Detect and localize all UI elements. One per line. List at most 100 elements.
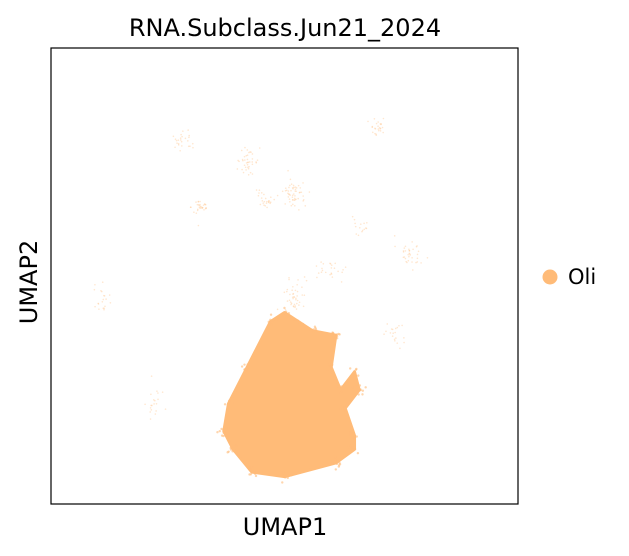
scatter-point	[302, 198, 305, 201]
scatter-point	[242, 171, 245, 174]
scatter-point	[298, 320, 301, 323]
scatter-point	[264, 205, 267, 207]
scatter-point	[236, 168, 239, 170]
scatter-point	[224, 432, 227, 435]
scatter-point	[330, 365, 333, 368]
scatter-point	[294, 198, 296, 201]
scatter-point	[338, 333, 341, 336]
scatter-point	[347, 445, 351, 449]
scatter-point	[415, 245, 418, 248]
scatter-point	[287, 169, 289, 172]
scatter-point	[103, 308, 105, 311]
scatter-point	[247, 166, 249, 169]
scatter-point	[291, 289, 293, 292]
scatter-point	[255, 161, 257, 163]
scatter-point	[365, 227, 368, 230]
scatter-point	[289, 293, 291, 296]
scatter-point	[335, 333, 339, 336]
scatter-point	[256, 159, 259, 161]
scatter-point	[205, 207, 207, 209]
scatter-point	[258, 192, 260, 194]
scatter-point	[320, 261, 322, 263]
scatter-point	[276, 308, 279, 311]
scatter-point	[394, 331, 396, 334]
scatter-point	[295, 308, 298, 310]
scatter-point	[293, 296, 295, 298]
scatter-point	[263, 200, 266, 203]
scatter-point	[189, 145, 191, 148]
scatter-point	[292, 292, 295, 295]
scatter-point	[382, 131, 384, 134]
scatter-point	[292, 199, 294, 201]
scatter-point	[98, 308, 100, 310]
scatter-point	[253, 472, 257, 476]
scatter-point	[251, 153, 254, 155]
scatter-point	[177, 144, 180, 146]
scatter-point	[297, 197, 300, 200]
scatter-point	[181, 145, 183, 147]
scatter-point	[330, 273, 333, 275]
scatter-point	[295, 187, 298, 189]
scatter-point	[300, 191, 303, 194]
scatter-point	[105, 298, 107, 300]
scatter-point	[292, 193, 295, 195]
scatter-point	[374, 132, 376, 135]
scatter-point	[361, 230, 363, 233]
scatter-point	[102, 307, 105, 309]
scatter-point	[357, 374, 360, 377]
scatter-point	[335, 337, 339, 340]
scatter-point	[290, 302, 293, 305]
scatter-point	[179, 139, 182, 141]
scatter-point	[294, 195, 296, 197]
scatter-point	[293, 199, 296, 202]
scatter-point	[193, 211, 195, 213]
scatter-point	[294, 318, 297, 321]
scatter-point	[241, 168, 243, 171]
scatter-point	[284, 187, 287, 190]
scatter-point	[188, 134, 190, 137]
scatter-point	[284, 203, 286, 205]
scatter-point	[416, 257, 419, 260]
scatter-point	[305, 279, 308, 282]
scatter-point	[294, 186, 297, 188]
scatter-point	[321, 269, 324, 272]
scatter-point	[144, 403, 146, 406]
scatter-point	[366, 221, 368, 224]
scatter-point	[354, 225, 357, 228]
scatter-point	[293, 296, 296, 298]
scatter-point	[303, 294, 306, 297]
scatter-point	[408, 250, 411, 252]
scatter-point	[312, 330, 315, 333]
scatter-point	[266, 206, 268, 209]
scatter-point	[269, 202, 272, 205]
scatter-point	[222, 431, 226, 434]
scatter-point	[103, 307, 106, 310]
scatter-point	[94, 305, 96, 308]
scatter-point	[296, 290, 299, 293]
scatter-point	[258, 147, 261, 149]
scatter-point	[371, 126, 374, 129]
scatter-point	[204, 203, 207, 206]
scatter-point	[294, 289, 297, 292]
scatter-point	[149, 411, 151, 413]
scatter-point	[154, 413, 157, 415]
scatter-point	[342, 269, 344, 271]
scatter-point	[259, 203, 262, 206]
scatter-point	[291, 186, 294, 189]
scatter-point	[340, 281, 343, 283]
scatter-point	[100, 290, 103, 293]
scatter-point	[420, 262, 422, 264]
scatter-point	[298, 209, 300, 211]
scatter-point	[380, 123, 382, 126]
scatter-point	[297, 184, 300, 187]
scatter-point	[288, 198, 291, 200]
scatter-point	[151, 404, 153, 407]
scatter-point	[250, 465, 253, 469]
scatter-point	[293, 186, 295, 189]
scatter-points	[93, 117, 429, 484]
scatter-point	[415, 261, 417, 264]
scatter-point	[198, 206, 201, 209]
scatter-point	[288, 186, 290, 189]
scatter-point	[288, 276, 290, 279]
scatter-point	[344, 405, 348, 409]
